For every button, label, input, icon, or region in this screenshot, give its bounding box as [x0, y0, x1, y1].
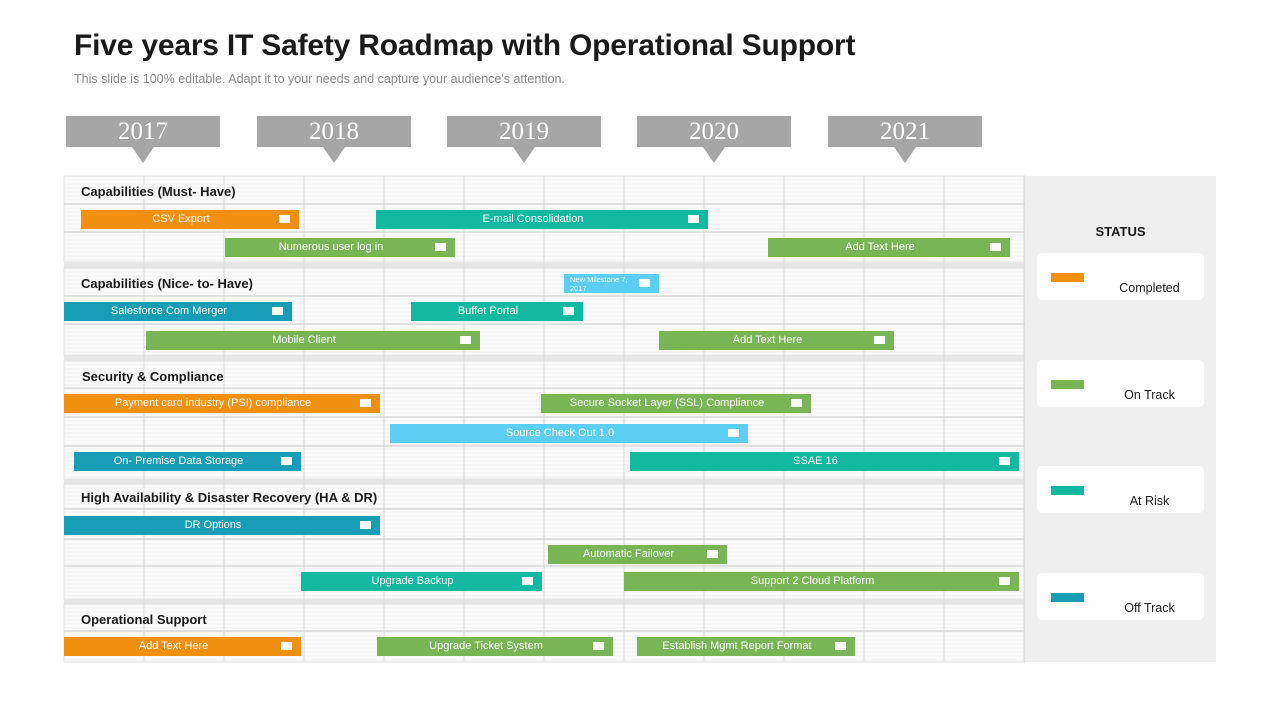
year-marker-2021: 2021: [828, 116, 982, 147]
year-marker-2020: 2020: [637, 116, 791, 147]
bar-label: CSV Export: [152, 213, 210, 225]
grid-section-gap: [64, 599, 1025, 604]
bar-label: Establish Mgmt Report Format: [662, 640, 812, 652]
flag-icon: [522, 577, 533, 585]
flag-icon: [835, 642, 846, 650]
bar-source-check-out[interactable]: Source Check Out 1.0: [390, 424, 748, 443]
bar-buffet-portal[interactable]: Buffet Portal: [411, 302, 583, 321]
bar-ssae-16[interactable]: SSAE 16: [630, 452, 1019, 471]
status-label-at-risk: At Risk: [1129, 494, 1170, 508]
flag-icon: [435, 243, 446, 251]
bar-establish-mgmt-report-format[interactable]: Establish Mgmt Report Format: [637, 637, 855, 656]
section-title-ha-dr: High Availability & Disaster Recovery (H…: [81, 490, 378, 505]
flag-icon: [999, 457, 1010, 465]
bar-new-milestone[interactable]: New Milestone 7, 2017: [564, 274, 659, 293]
section-title-must-have: Capabilities (Must- Have): [81, 184, 236, 199]
status-title: STATUS: [1095, 224, 1146, 239]
bar-ssl-compliance[interactable]: Secure Socket Layer (SSL) Compliance: [541, 394, 811, 413]
flag-icon: [874, 336, 885, 344]
status-label-on-track: On Track: [1124, 388, 1175, 402]
flag-icon: [707, 550, 718, 558]
bar-label: SSAE 16: [793, 455, 838, 467]
bar-label: Add Text Here: [732, 334, 803, 346]
bar-label: Add Text Here: [845, 241, 915, 253]
bar-label: Payment card industry (PSI) compliance: [114, 397, 312, 409]
bar-mobile-client[interactable]: Mobile Client: [146, 331, 480, 350]
page-subtitle: This slide is 100% editable. Adapt it to…: [74, 72, 565, 86]
status-card-completed: Completed: [1037, 253, 1204, 300]
page-title: Five years IT Safety Roadmap with Operat…: [74, 29, 856, 62]
bar-psi-compliance[interactable]: Payment card industry (PSI) compliance: [64, 394, 380, 413]
grid-section-gap: [64, 262, 1025, 268]
bar-label: New Milestone 7, 2017: [570, 275, 628, 293]
status-swatch-at-risk: [1051, 486, 1084, 495]
status-card-at-risk: At Risk: [1037, 466, 1204, 513]
bar-label: Add Text Here: [138, 640, 209, 652]
bar-upgrade-ticket-system[interactable]: Upgrade Ticket System: [377, 637, 613, 656]
bar-label: E-mail Consolidation: [482, 213, 584, 225]
flag-icon: [990, 243, 1001, 251]
flag-icon: [593, 642, 604, 650]
status-card-on-track: On Track: [1037, 360, 1204, 407]
flag-icon: [279, 215, 290, 223]
bar-label: DR Options: [184, 519, 242, 531]
status-swatch-off-track: [1051, 593, 1084, 602]
flag-icon: [281, 457, 292, 465]
flag-icon: [728, 429, 739, 437]
bar-label: Mobile Client: [272, 334, 336, 346]
grid-section-gap: [64, 479, 1025, 484]
bar-label: On- Premise Data Storage: [113, 455, 244, 467]
bar-label: Automatic Failover: [582, 548, 675, 560]
status-card-off-track: Off Track: [1037, 573, 1204, 620]
bar-dr-options[interactable]: DR Options: [64, 516, 380, 535]
status-label-completed: Completed: [1119, 281, 1180, 295]
flag-icon: [272, 307, 283, 315]
year-marker-2018: 2018: [257, 116, 411, 147]
flag-icon: [360, 521, 371, 529]
flag-icon: [791, 399, 802, 407]
grid-section-gap: [64, 355, 1025, 361]
bar-label: Buffet Portal: [457, 305, 519, 317]
bar-numerous-user-log-in[interactable]: Numerous user log in: [225, 238, 455, 257]
flag-icon: [281, 642, 292, 650]
bar-label: Numerous user log in: [278, 241, 384, 253]
bar-csv-export[interactable]: CSV Export: [81, 210, 299, 229]
flag-icon: [360, 399, 371, 407]
flag-icon: [460, 336, 471, 344]
bar-automatic-failover[interactable]: Automatic Failover: [548, 545, 727, 564]
bar-label: Upgrade Ticket System: [429, 640, 543, 652]
bar-add-text-here[interactable]: Add Text Here: [659, 331, 894, 350]
bar-label: Source Check Out 1.0: [505, 427, 615, 439]
bar-email-consolidation[interactable]: E-mail Consolidation: [376, 210, 708, 229]
bar-label: Secure Socket Layer (SSL) Compliance: [569, 397, 765, 409]
bar-add-text-here[interactable]: Add Text Here: [768, 238, 1010, 257]
bar-on-premise-data-storage[interactable]: On- Premise Data Storage: [74, 452, 301, 471]
flag-icon: [563, 307, 574, 315]
bar-upgrade-backup[interactable]: Upgrade Backup: [301, 572, 542, 591]
year-marker-2019: 2019: [447, 116, 601, 147]
flag-icon: [639, 279, 650, 287]
bar-label: Support 2 Cloud Platform: [750, 575, 875, 587]
flag-icon: [688, 215, 699, 223]
section-title-operational-support: Operational Support: [81, 612, 207, 627]
section-title-nice-to-have: Capabilities (Nice- to- Have): [81, 276, 253, 291]
bar-add-text-here[interactable]: Add Text Here: [64, 637, 301, 656]
bar-salesforce-merger[interactable]: Salesforce.Com Merger: [64, 302, 292, 321]
status-swatch-on-track: [1051, 380, 1084, 389]
status-label-off-track: Off Track: [1124, 601, 1175, 615]
bar-support-2-cloud-platform[interactable]: Support 2 Cloud Platform: [624, 572, 1019, 591]
status-swatch-completed: [1051, 273, 1084, 282]
section-title-security-compliance: Security & Compliance: [82, 369, 224, 384]
bar-label: Upgrade Backup: [371, 575, 454, 587]
flag-icon: [999, 577, 1010, 585]
bar-label: Salesforce.Com Merger: [110, 305, 228, 317]
year-marker-2017: 2017: [66, 116, 220, 147]
